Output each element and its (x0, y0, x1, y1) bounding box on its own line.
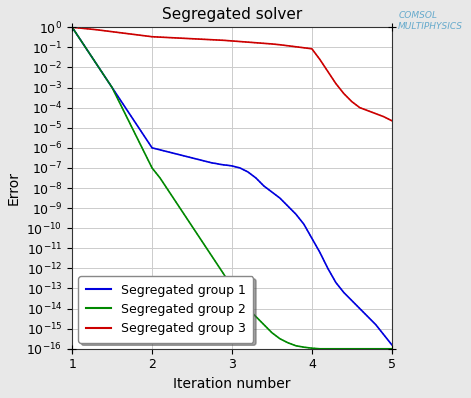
Title: Segregated solver: Segregated solver (162, 7, 302, 22)
Legend: Segregated group 1, Segregated group 2, Segregated group 3: Segregated group 1, Segregated group 2, … (78, 276, 253, 343)
Text: COMSOL
MULTIPHYSICS: COMSOL MULTIPHYSICS (398, 11, 463, 31)
Y-axis label: Error: Error (7, 171, 21, 205)
X-axis label: Iteration number: Iteration number (173, 377, 291, 391)
